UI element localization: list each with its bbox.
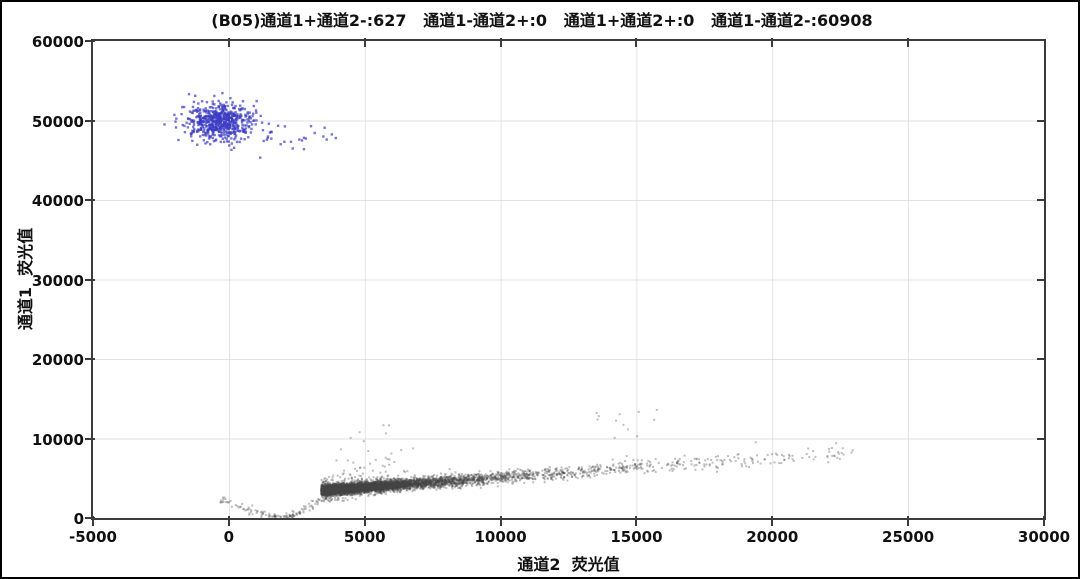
x-top-tick-mark-3 [499, 38, 502, 47]
plot-area [91, 39, 1046, 520]
x-top-tick-mark-2 [363, 38, 366, 47]
y-tick-mark-1 [85, 437, 95, 440]
y-tick-label-6: 60000 [31, 33, 84, 51]
y-tick-mark-0 [85, 517, 95, 519]
y-right-tick-mark-2 [1037, 358, 1046, 360]
x-tick-mark-1 [227, 516, 230, 526]
y-tick-label-0: 0 [73, 510, 84, 528]
y-tick-mark-6 [85, 40, 95, 42]
x-tick-label-4: 15000 [610, 528, 663, 546]
chart-title: (B05)通道1+通道2-:627 通道1-通道2+:0 通道1+通道2+:0 … [211, 11, 873, 30]
x-tick-label-5: 20000 [746, 528, 799, 546]
x-tick-label-6: 25000 [882, 528, 935, 546]
x-top-tick-mark-1 [227, 38, 230, 47]
x-tick-mark-7 [1043, 516, 1045, 526]
x-tick-mark-3 [499, 516, 502, 526]
x-tick-label-3: 10000 [474, 528, 527, 546]
x-tick-label-1: 0 [223, 528, 235, 546]
x-tick-mark-0 [92, 516, 94, 526]
y-right-tick-mark-4 [1037, 199, 1046, 201]
x-tick-label-7: 30000 [1017, 528, 1071, 546]
x-tick-mark-5 [771, 516, 774, 526]
x-tick-mark-2 [363, 516, 366, 526]
x-axis-label: 通道2 荧光值 [517, 555, 620, 574]
x-tick-label-2: 5000 [343, 528, 386, 546]
y-tick-label-4: 40000 [31, 192, 84, 210]
y-right-tick-mark-5 [1037, 119, 1046, 122]
y-tick-mark-5 [85, 119, 95, 122]
x-tick-label-0: -5000 [69, 528, 117, 546]
x-top-tick-mark-6 [907, 38, 910, 47]
y-tick-mark-4 [85, 199, 95, 201]
scatter-plot-canvas [93, 41, 1044, 518]
x-top-tick-mark-4 [635, 38, 638, 47]
x-top-tick-mark-5 [771, 38, 774, 47]
y-tick-label-2: 20000 [31, 351, 84, 369]
y-tick-label-1: 10000 [31, 430, 84, 449]
y-tick-label-3: 30000 [31, 271, 84, 290]
y-right-tick-mark-3 [1037, 278, 1046, 281]
x-tick-mark-4 [635, 516, 638, 526]
y-tick-mark-3 [85, 278, 95, 281]
y-tick-mark-2 [85, 358, 95, 360]
y-right-tick-mark-1 [1037, 437, 1046, 440]
x-tick-mark-6 [907, 516, 910, 526]
y-tick-label-5: 50000 [31, 112, 84, 131]
